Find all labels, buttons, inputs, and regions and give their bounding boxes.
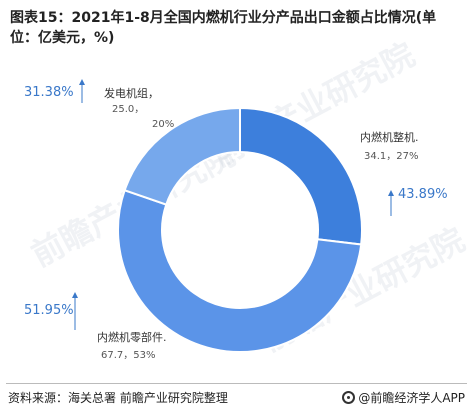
source-note: 资料来源：海关总署 前瞻产业研究院整理	[8, 391, 228, 405]
footer-divider	[6, 383, 467, 384]
brand-text: @前瞻经济学人APP	[358, 391, 465, 405]
slice-category-label-3: 发电机组，	[104, 86, 159, 100]
slice-value-label-1: 34.1，27%	[364, 151, 419, 162]
growth-arrow-head-1	[388, 190, 394, 196]
growth-arrow-head-3	[79, 79, 85, 85]
growth-arrow-head-2	[72, 292, 78, 298]
brand-logo-icon	[342, 391, 356, 404]
slice-value-label-3: 25.0，	[112, 104, 144, 115]
slice-percent-label-2: 51.95%	[24, 303, 74, 318]
slice-percent-label-3: 31.38%	[24, 85, 74, 100]
brand-credit: @前瞻经济学人APP	[342, 389, 465, 406]
donut-slice-1	[239, 106, 363, 246]
slice-percent-label-1: 43.89%	[398, 187, 448, 202]
donut-slice-3	[123, 106, 241, 206]
slice-value-label-2: 67.7，53%	[101, 350, 156, 361]
slice-value-label-3-b: 20%	[152, 119, 174, 130]
donut-slice-2	[117, 188, 363, 353]
slice-category-label-1: 内燃机整机.	[360, 130, 419, 144]
slice-category-label-2: 内燃机零部件.	[97, 330, 167, 344]
chart-title: 图表15：2021年1-8月全国内燃机行业分产品出口金额占比情况(单位：亿美元，…	[10, 10, 437, 46]
